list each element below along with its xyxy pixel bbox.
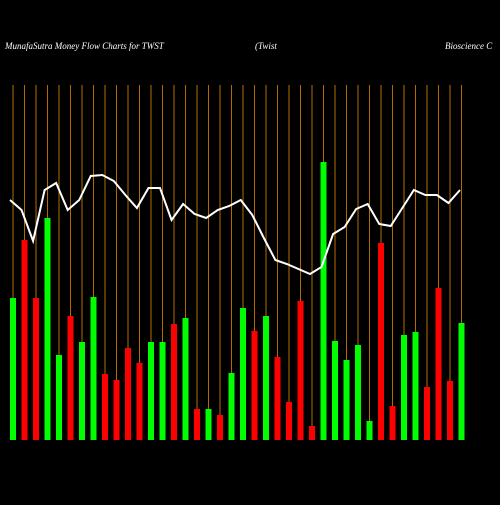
bar [194,409,200,440]
bar [125,348,131,440]
bar [378,243,384,440]
bar [355,345,361,440]
money-flow-line [9,173,461,276]
bar [412,332,419,440]
bar [113,380,120,440]
bar [297,301,304,440]
bar [274,357,281,440]
bar [424,387,430,440]
bar [136,363,143,440]
bar [21,240,28,440]
bar [343,360,350,440]
bar [320,162,327,440]
bar [458,323,465,440]
bar [332,341,338,440]
bar [263,316,269,440]
bar [401,335,407,440]
bar [67,316,74,440]
bar [182,318,189,440]
bar [44,218,51,440]
bar [217,415,223,440]
title-part: (Twist [255,41,277,51]
title-part: MunafaSutra Money Flow Charts for TWST [4,41,165,51]
bar [286,402,292,440]
bar [171,324,177,440]
bar [435,288,442,440]
bar [240,308,246,440]
bar [309,426,315,440]
bar [79,342,85,440]
bar [10,298,16,440]
bar [33,298,39,440]
bar [159,342,166,440]
title-part: Bioscience C [445,41,493,51]
bar [148,342,154,440]
bar [389,406,396,440]
bar [447,381,453,440]
bar [90,297,97,440]
bar [366,421,373,440]
bar [205,409,212,440]
bar [56,355,62,440]
bar [251,331,258,440]
bar [228,373,235,440]
bar [102,374,108,440]
